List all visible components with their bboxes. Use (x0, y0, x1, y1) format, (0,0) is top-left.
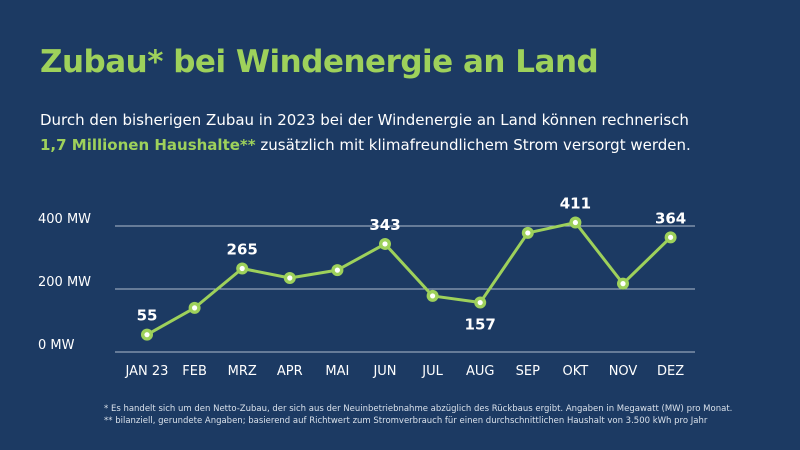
data-point-center (287, 275, 293, 281)
x-tick-label: DEZ (657, 364, 684, 379)
data-label: 55 (137, 307, 158, 325)
data-label: 411 (560, 195, 591, 213)
households-highlight: 1,7 Millionen Haushalte** (40, 136, 256, 154)
data-label: 343 (369, 216, 400, 234)
page-title: Zubau* bei Windenergie an Land (40, 44, 599, 80)
data-label: 364 (655, 209, 686, 227)
x-tick-label: APR (277, 364, 303, 379)
y-tick-label: 0 MW (38, 338, 75, 353)
data-point-center (192, 305, 198, 311)
data-point-center (525, 230, 531, 236)
x-tick-label: AUG (466, 364, 494, 379)
y-tick-label: 200 MW (38, 275, 91, 290)
x-tick-label: SEP (516, 364, 540, 379)
footnote-1: * Es handelt sich um den Netto-Zubau, de… (104, 404, 733, 414)
data-point-center (382, 241, 388, 247)
x-tick-label: OKT (563, 364, 589, 379)
x-tick-label: FEB (182, 364, 207, 379)
data-point-center (144, 332, 150, 338)
x-tick-label: JUN (372, 364, 396, 379)
x-tick-label: JUL (421, 364, 443, 379)
data-point-center (430, 293, 436, 299)
x-tick-label: MRZ (228, 364, 257, 379)
series-line (146, 221, 672, 336)
data-point-center (334, 267, 340, 273)
subtitle-line-1: Durch den bisherigen Zubau in 2023 bei d… (40, 111, 689, 129)
data-point-center (620, 281, 626, 287)
data-point-center (668, 234, 674, 240)
data-label: 157 (465, 316, 496, 334)
data-point-center (572, 219, 579, 226)
y-tick-label: 400 MW (38, 212, 91, 227)
subtitle-line-2: 1,7 Millionen Haushalte** zusätzlich mit… (40, 133, 780, 158)
subtitle: Durch den bisherigen Zubau in 2023 bei d… (40, 108, 780, 158)
x-tick-label: NOV (609, 364, 638, 379)
footnotes: * Es handelt sich um den Netto-Zubau, de… (104, 403, 784, 427)
subtitle-line-2-rest: zusätzlich mit klimafreundlichem Strom v… (255, 136, 691, 154)
x-tick-label: JAN 23 (125, 364, 169, 379)
data-point-center (239, 265, 245, 272)
footnote-2: ** bilanziell, gerundete Angaben; basier… (104, 416, 708, 426)
x-tick-label: MAI (325, 364, 349, 379)
data-label: 265 (227, 241, 258, 259)
data-point-center (477, 299, 483, 306)
